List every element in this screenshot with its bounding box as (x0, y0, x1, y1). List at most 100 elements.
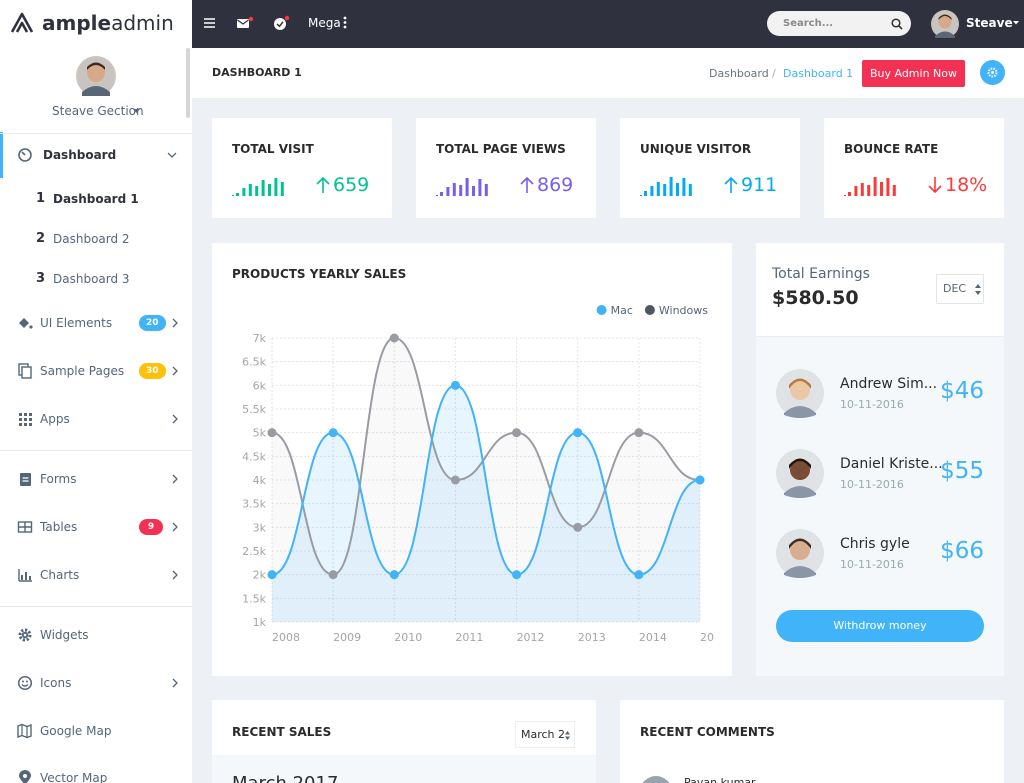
icon-shape (24, 413, 27, 416)
menu-item[interactable]: Forms (40, 471, 77, 486)
icon-shape (790, 460, 810, 480)
search-icon[interactable] (891, 18, 903, 30)
search-placeholder[interactable]: Search... (783, 17, 834, 29)
breadcrumb-item[interactable]: Dashboard (709, 67, 769, 81)
top-user-caret (1013, 21, 1019, 25)
menu-chevron (172, 522, 178, 532)
submenu-item[interactable]: Dashboard 3 (53, 271, 130, 286)
page-header: DASHBOARD 1 Dashboard / Dashboard 1 Buy Admi… (192, 48, 1024, 98)
logo-text: ampleadmin (42, 10, 174, 36)
y-tick-label: 6.5k (242, 356, 266, 369)
month-select-value[interactable]: DEC (943, 282, 967, 296)
menu-item[interactable]: Icons (40, 675, 72, 690)
menu-item[interactable]: Vector Map (40, 770, 108, 783)
spark-bar (236, 193, 239, 196)
stat-title: UNIQUE VISITOR (640, 141, 752, 156)
menu-chevron (172, 318, 178, 328)
submenu-number[interactable]: 2 (36, 230, 46, 246)
menu-icon (17, 723, 32, 739)
submenu-number[interactable]: 1 (36, 190, 46, 206)
icon-shape (789, 378, 811, 389)
icon-shape (891, 18, 901, 28)
person-avatar (776, 369, 824, 418)
icon-shape (975, 284, 981, 295)
x-tick-label: 20 (700, 631, 714, 644)
menu-icon (17, 521, 33, 533)
top-user-name[interactable]: Steave (966, 15, 1013, 30)
menu-item[interactable]: Sample Pages (40, 363, 125, 378)
data-point (450, 475, 460, 485)
icon-shape (19, 423, 22, 426)
icon-shape (784, 486, 816, 498)
month-select[interactable]: DEC (936, 274, 984, 304)
icon-shape (938, 14, 952, 20)
icon-shape (316, 176, 330, 193)
buy-button[interactable]: Buy Admin Now (862, 60, 965, 87)
submenu-item[interactable]: Dashboard 1 (53, 191, 139, 206)
icon-shape (22, 680, 24, 683)
recent-sales-card: RECENT SALES March 2 March 2017 (212, 700, 596, 783)
menu-icon (19, 770, 31, 783)
mega-menu[interactable]: Mega (308, 15, 341, 30)
submenu-number[interactable]: 3 (36, 270, 46, 286)
person-amount: $46 (940, 378, 984, 404)
menu-item[interactable]: Apps (40, 411, 70, 426)
icon-shape (274, 18, 286, 30)
user-name[interactable]: Steave Gection (52, 103, 144, 118)
data-point (634, 428, 644, 438)
spark-bar (484, 184, 488, 196)
menu-item[interactable]: UI Elements (40, 315, 113, 330)
spark-base (436, 195, 438, 196)
withdraw-button[interactable]: Withdrow money (776, 610, 984, 642)
menu-badge: 20 (139, 315, 166, 331)
menu-divider (0, 450, 192, 451)
mail-icon[interactable] (237, 16, 254, 31)
menu-item[interactable]: Tables (40, 519, 78, 534)
icon-shape (172, 522, 178, 532)
icon-shape (172, 474, 178, 484)
breadcrumb-item[interactable]: Dashboard 1 (783, 67, 854, 81)
spark-bar (848, 192, 851, 196)
icon-shape (991, 71, 994, 74)
search-box[interactable]: Search... (767, 11, 911, 36)
icon-shape (19, 413, 22, 416)
x-tick-label: 2013 (578, 631, 606, 644)
icon-shape (29, 325, 33, 329)
spark-bar (886, 178, 890, 196)
icon-shape (204, 18, 215, 28)
icon-shape (10, 12, 34, 33)
y-tick-label: 1.5k (242, 592, 266, 605)
spark-bar (663, 184, 667, 196)
menu-item[interactable]: Dashboard (43, 147, 117, 162)
select-arrows (975, 284, 981, 295)
icon-shape (789, 458, 811, 469)
icon-shape (935, 31, 955, 38)
tasks-icon[interactable] (274, 15, 290, 31)
menu-item[interactable]: Widgets (40, 627, 89, 642)
top-avatar[interactable] (931, 10, 959, 38)
icon-shape (1013, 21, 1019, 25)
logo-light: admin (111, 11, 174, 35)
icon-shape (343, 25, 347, 29)
settings-button[interactable] (980, 60, 1005, 85)
submenu-item[interactable]: Dashboard 2 (53, 231, 130, 246)
menu-toggle[interactable] (204, 18, 215, 28)
spark-bar (650, 186, 654, 196)
earnings-title: Total Earnings (772, 266, 870, 283)
data-point (634, 570, 644, 580)
comment-author: Pavan kumar (684, 776, 756, 783)
spark-bar (248, 184, 252, 196)
stat-card: UNIQUE VISITOR 911 (620, 118, 800, 218)
menu-item[interactable]: Charts (40, 567, 80, 582)
icon-shape (133, 109, 140, 113)
stat-title: TOTAL VISIT (232, 141, 314, 156)
icon-shape (565, 731, 570, 740)
icon-shape (19, 418, 22, 421)
icon-shape (237, 19, 249, 25)
data-point (512, 428, 522, 438)
legend-label: Windows (659, 304, 708, 317)
sales-month-value[interactable]: March 2 (521, 728, 566, 742)
menu-item[interactable]: Google Map (40, 723, 112, 738)
icon-shape (21, 151, 26, 156)
sales-month-select[interactable]: March 2 (515, 721, 575, 748)
